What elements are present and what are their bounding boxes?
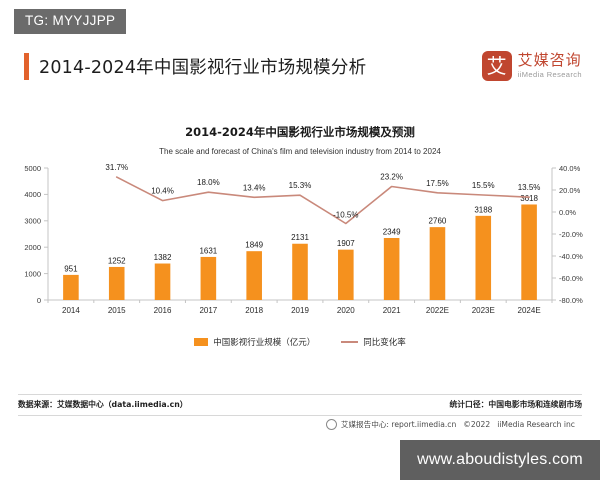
legend-item-bar: 中国影视行业规模（亿元） — [194, 336, 315, 348]
bar-value-label: 3188 — [474, 205, 492, 214]
chart-plot-area: 0 1000 2000 3000 4000 5000 -80.0% -60.0% -40.0% -… — [0, 160, 600, 330]
bar — [63, 274, 79, 300]
y-axis-tick-right: 20.0% — [559, 186, 581, 195]
chart-legend: 中国影视行业规模（亿元） 同比变化率 — [0, 336, 600, 348]
chart-card: 2014-2024年中国影视行业市场规模及预测 The scale and fo… — [0, 95, 600, 385]
y-axis-tick-right: -80.0% — [559, 296, 583, 305]
line-value-label: 15.3% — [289, 181, 312, 190]
watermark: www.aboudistyles.com — [400, 440, 600, 480]
x-axis-category-label: 2016 — [154, 306, 172, 315]
bar-value-label: 2349 — [383, 227, 401, 236]
legend-item-line: 同比变化率 — [341, 336, 406, 348]
globe-icon — [325, 419, 337, 430]
logo-icon: 艾 — [481, 51, 512, 81]
bar-value-label: 3618 — [520, 194, 538, 203]
y-axis-tick-right: -40.0% — [559, 252, 583, 261]
legend-line-swatch-icon — [341, 341, 359, 343]
bar-value-label: 2760 — [429, 217, 447, 226]
line-value-label: 15.5% — [472, 181, 495, 190]
y-axis-tick-right: 40.0% — [559, 164, 581, 173]
chart-title: 2014-2024年中国影视行业市场规模及预测 — [185, 125, 415, 139]
line-value-label: 17.5% — [426, 179, 449, 188]
bar — [383, 237, 400, 300]
copyright-year: ©2022 — [463, 420, 491, 429]
y-axis-tick-right: 0.0% — [559, 208, 576, 217]
bar — [200, 256, 217, 300]
company-name: iiMedia Research inc — [497, 420, 575, 429]
y-axis-tick-right: -20.0% — [559, 230, 583, 239]
bar-value-label: 1252 — [108, 256, 126, 265]
brand-logo: 艾 艾媒咨询 iiMedia Research — [481, 51, 582, 81]
x-axis-category-label: 2018 — [245, 306, 263, 315]
line-value-label: 31.7% — [105, 163, 128, 172]
bar — [475, 215, 492, 300]
x-axis-category-label: 2024E — [518, 306, 541, 315]
combo-chart-svg: 0 1000 2000 3000 4000 5000 -80.0% -60.0% -40.0% -… — [24, 163, 583, 315]
bar — [292, 243, 308, 300]
footer-scope: 统计口径：中国电影市场和连续剧市场 — [449, 400, 582, 409]
bar-value-label: 1849 — [245, 241, 263, 250]
chart-subtitle: The scale and forecast of China's film a… — [159, 147, 441, 156]
bar-value-label: 1382 — [154, 253, 172, 262]
line-value-label: 10.4% — [151, 187, 174, 196]
y-axis-tick-left: 4000 — [24, 190, 41, 199]
bar — [429, 227, 446, 300]
bar-value-label: 951 — [64, 264, 78, 273]
logo-name-en: iiMedia Research — [517, 69, 582, 79]
x-axis-category-label: 2015 — [108, 306, 126, 315]
bar — [108, 266, 125, 300]
line-value-label: 23.2% — [380, 172, 403, 181]
tg-tag: TG: MYYJJPP — [14, 9, 127, 34]
y-axis-tick-left: 3000 — [24, 217, 41, 226]
x-axis-category-label: 2014 — [62, 306, 80, 315]
bar — [338, 249, 354, 300]
legend-line-label: 同比变化率 — [363, 338, 406, 348]
y-axis-tick-left: 5000 — [24, 164, 41, 173]
x-axis-category-label: 2023E — [472, 306, 495, 315]
x-axis-category-label: 2020 — [337, 306, 355, 315]
line-value-label: 13.4% — [243, 183, 266, 192]
x-axis-category-label: 2021 — [383, 306, 401, 315]
footer-copyright: 艾媒报告中心: report.iimedia.cn ©2022 iiMedia … — [325, 419, 582, 430]
bar-value-label: 1907 — [337, 239, 355, 248]
page-header: 2014-2024年中国影视行业市场规模分析 艾 艾媒咨询 iiMedia Re… — [0, 42, 600, 90]
y-axis-tick-right: -60.0% — [559, 274, 583, 283]
legend-bar-swatch-icon — [194, 338, 209, 346]
report-center-link[interactable]: 艾媒报告中心: report.iimedia.cn — [340, 420, 457, 429]
y-axis-tick-left: 2000 — [24, 243, 41, 252]
x-axis-category-label: 2022E — [426, 306, 449, 315]
title-accent-bar — [24, 52, 29, 80]
logo-name-cn: 艾媒咨询 — [517, 51, 582, 70]
bar — [154, 263, 171, 300]
footer-divider-bottom — [18, 415, 582, 416]
bar-value-label: 2131 — [291, 233, 309, 242]
footer-divider-top — [18, 394, 582, 395]
page-title: 2014-2024年中国影视行业市场规模分析 — [39, 57, 367, 78]
bar — [521, 204, 537, 300]
logo-text-block: 艾媒咨询 iiMedia Research — [517, 51, 582, 79]
growth-rate-line — [115, 176, 530, 225]
bar — [246, 251, 262, 300]
bar-value-label: 1631 — [199, 246, 217, 255]
x-axis-category-label: 2017 — [199, 306, 217, 315]
line-value-label: 18.0% — [197, 178, 220, 187]
x-axis-category-label: 2019 — [291, 306, 309, 315]
footer-source: 数据来源：艾媒数据中心（data.iimedia.cn） — [18, 400, 188, 409]
y-axis-tick-left: 1000 — [24, 269, 41, 278]
line-value-label: 13.5% — [518, 183, 541, 192]
footer-row: 数据来源：艾媒数据中心（data.iimedia.cn） 统计口径：中国电影市场… — [18, 399, 582, 410]
legend-bar-label: 中国影视行业规模（亿元） — [213, 338, 316, 348]
line-value-label: -10.5% — [333, 211, 358, 220]
y-axis-tick-left: 0 — [37, 296, 41, 305]
